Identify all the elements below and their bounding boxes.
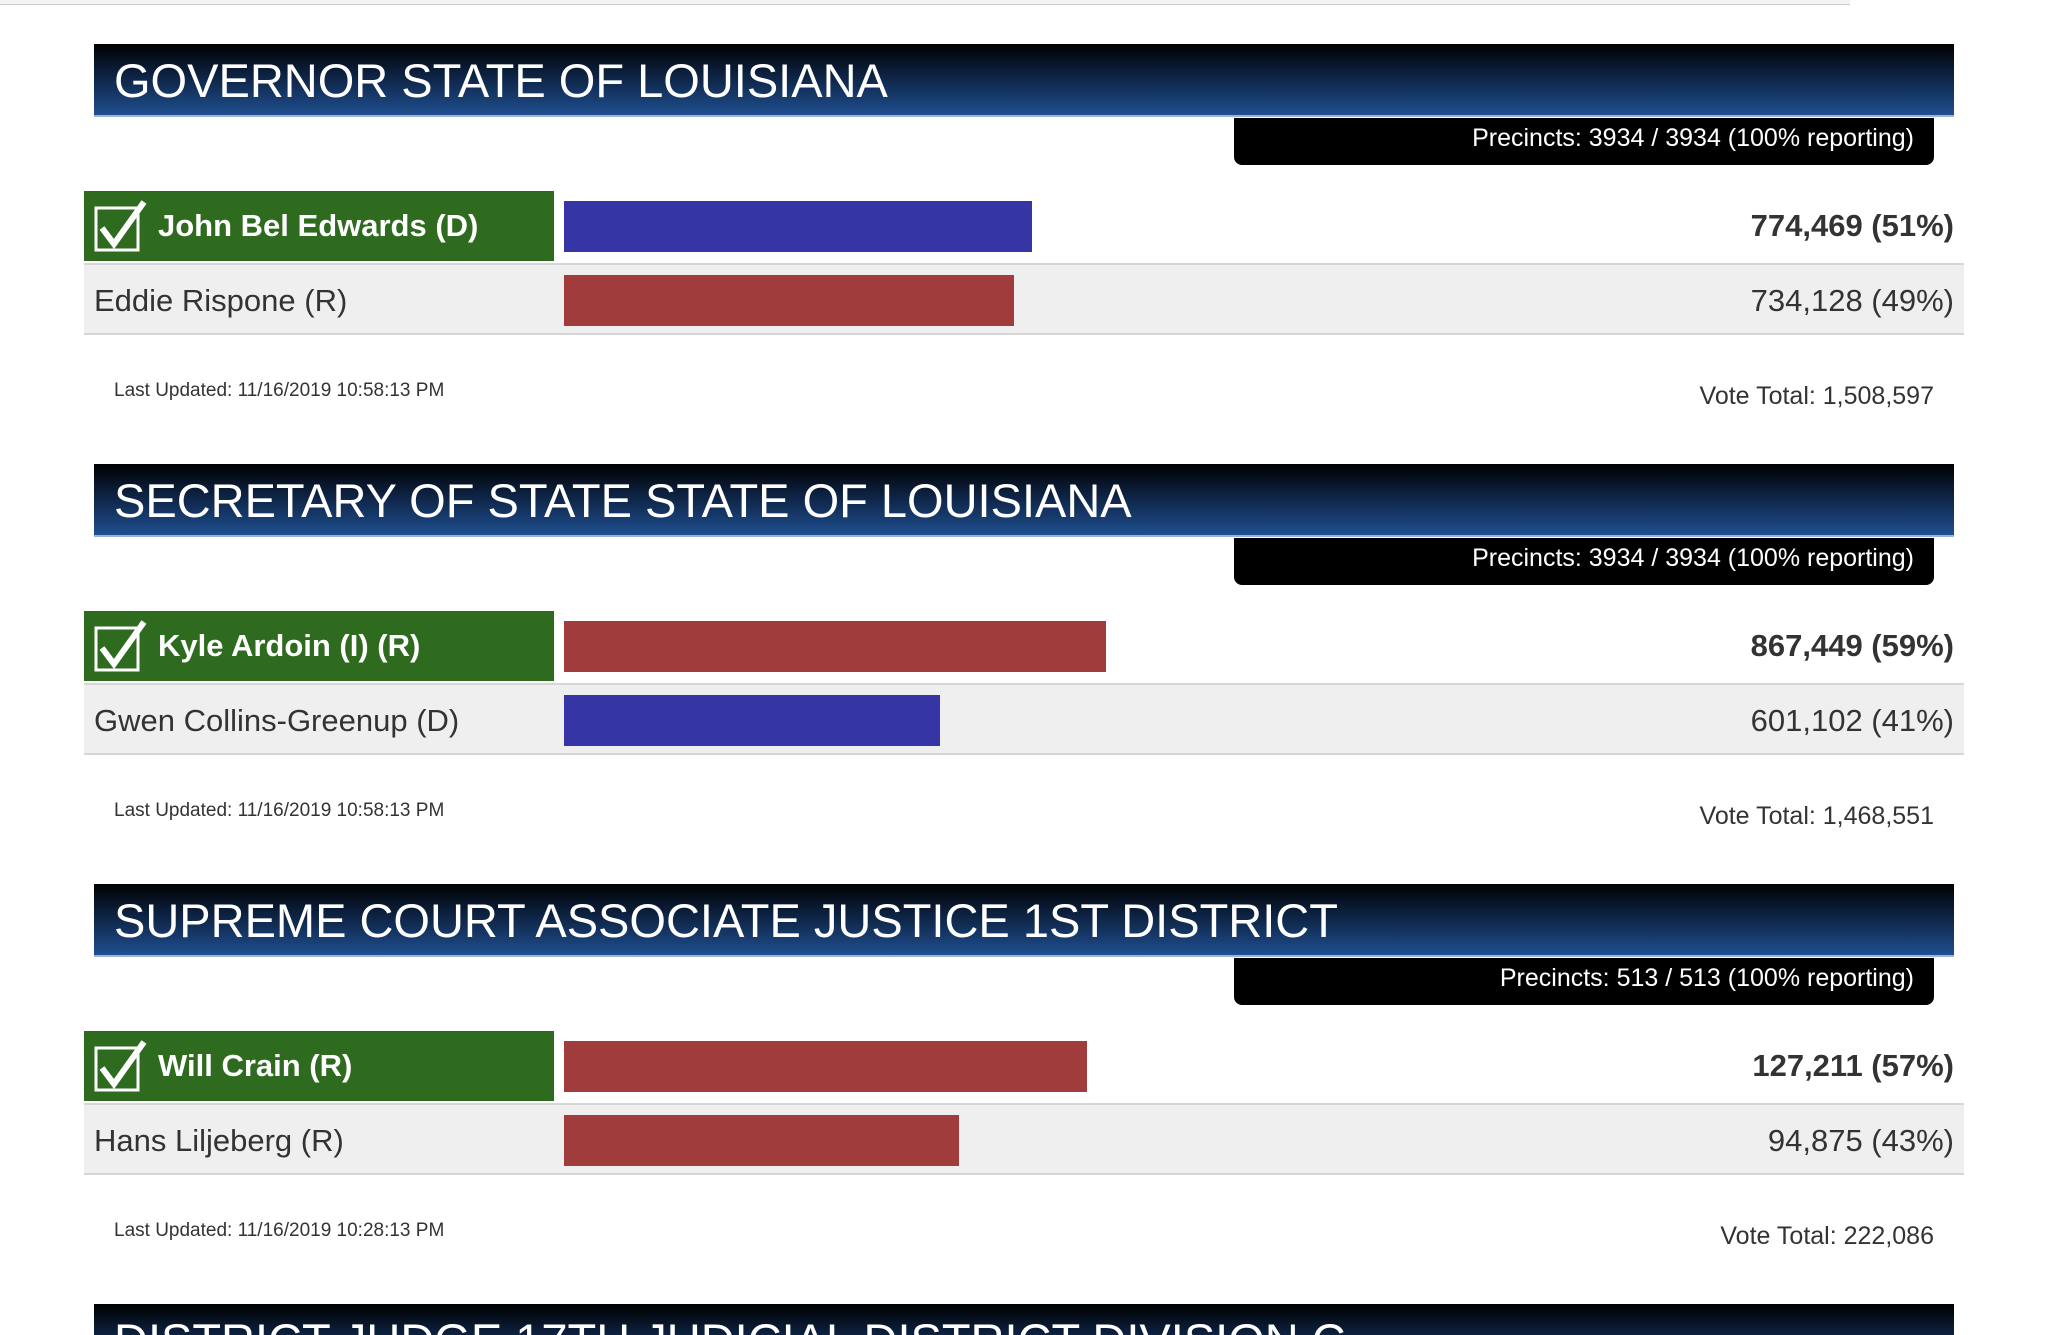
vote-bar — [564, 1041, 1088, 1092]
vote-bar — [564, 275, 1014, 326]
candidate-name: Eddie Rispone (R) — [94, 283, 348, 318]
vote-bar — [564, 621, 1106, 672]
check-icon — [94, 620, 147, 672]
precincts: Precincts: 3934 / 3934 (100% reporting) — [1234, 118, 1934, 165]
check-icon — [94, 200, 147, 252]
winner-name: Will Crain (R) — [84, 1031, 554, 1101]
top-strip — [0, 0, 1850, 5]
row-background — [84, 1103, 1964, 1175]
check-icon — [94, 1040, 147, 1092]
vote-bar — [564, 1115, 959, 1166]
race-title: SUPREME COURT ASSOCIATE JUSTICE 1ST DIST… — [94, 884, 1954, 957]
winner-name: John Bel Edwards (D) — [84, 191, 554, 261]
candidate-name: Gwen Collins-Greenup (D) — [94, 703, 460, 738]
vote-total: Vote Total: 1,508,597 — [1699, 382, 1934, 410]
last-updated: Last Updated: 11/16/2019 10:58:13 PM — [114, 380, 445, 401]
last-updated: Last Updated: 11/16/2019 10:58:13 PM — [114, 800, 445, 821]
row-background — [84, 263, 1964, 335]
vote-total: Vote Total: 222,086 — [1720, 1222, 1934, 1250]
vote-bar — [564, 201, 1033, 252]
precincts: Precincts: 3934 / 3934 (100% reporting) — [1234, 538, 1934, 585]
vote-total: Vote Total: 1,468,551 — [1699, 802, 1934, 830]
result: 127,211 (57%) — [1752, 1048, 1954, 1083]
race-title: GOVERNOR STATE OF LOUISIANA — [94, 44, 1954, 117]
row-background — [84, 683, 1964, 755]
last-updated: Last Updated: 11/16/2019 10:28:13 PM — [114, 1220, 445, 1241]
result: 867,449 (59%) — [1750, 628, 1954, 663]
result: 774,469 (51%) — [1750, 208, 1954, 243]
candidate-name: Hans Liljeberg (R) — [94, 1123, 344, 1158]
result: 601,102 (41%) — [1750, 703, 1954, 738]
race-title: DISTRICT JUDGE 17TH JUDICIAL DISTRICT DI… — [94, 1304, 1954, 1335]
winner-name: Kyle Ardoin (I) (R) — [84, 611, 554, 681]
result: 94,875 (43%) — [1767, 1123, 1954, 1158]
vote-bar — [564, 695, 941, 746]
race-title: SECRETARY OF STATE STATE OF LOUISIANA — [94, 464, 1954, 537]
result: 734,128 (49%) — [1750, 283, 1954, 318]
precincts: Precincts: 513 / 513 (100% reporting) — [1234, 958, 1934, 1005]
